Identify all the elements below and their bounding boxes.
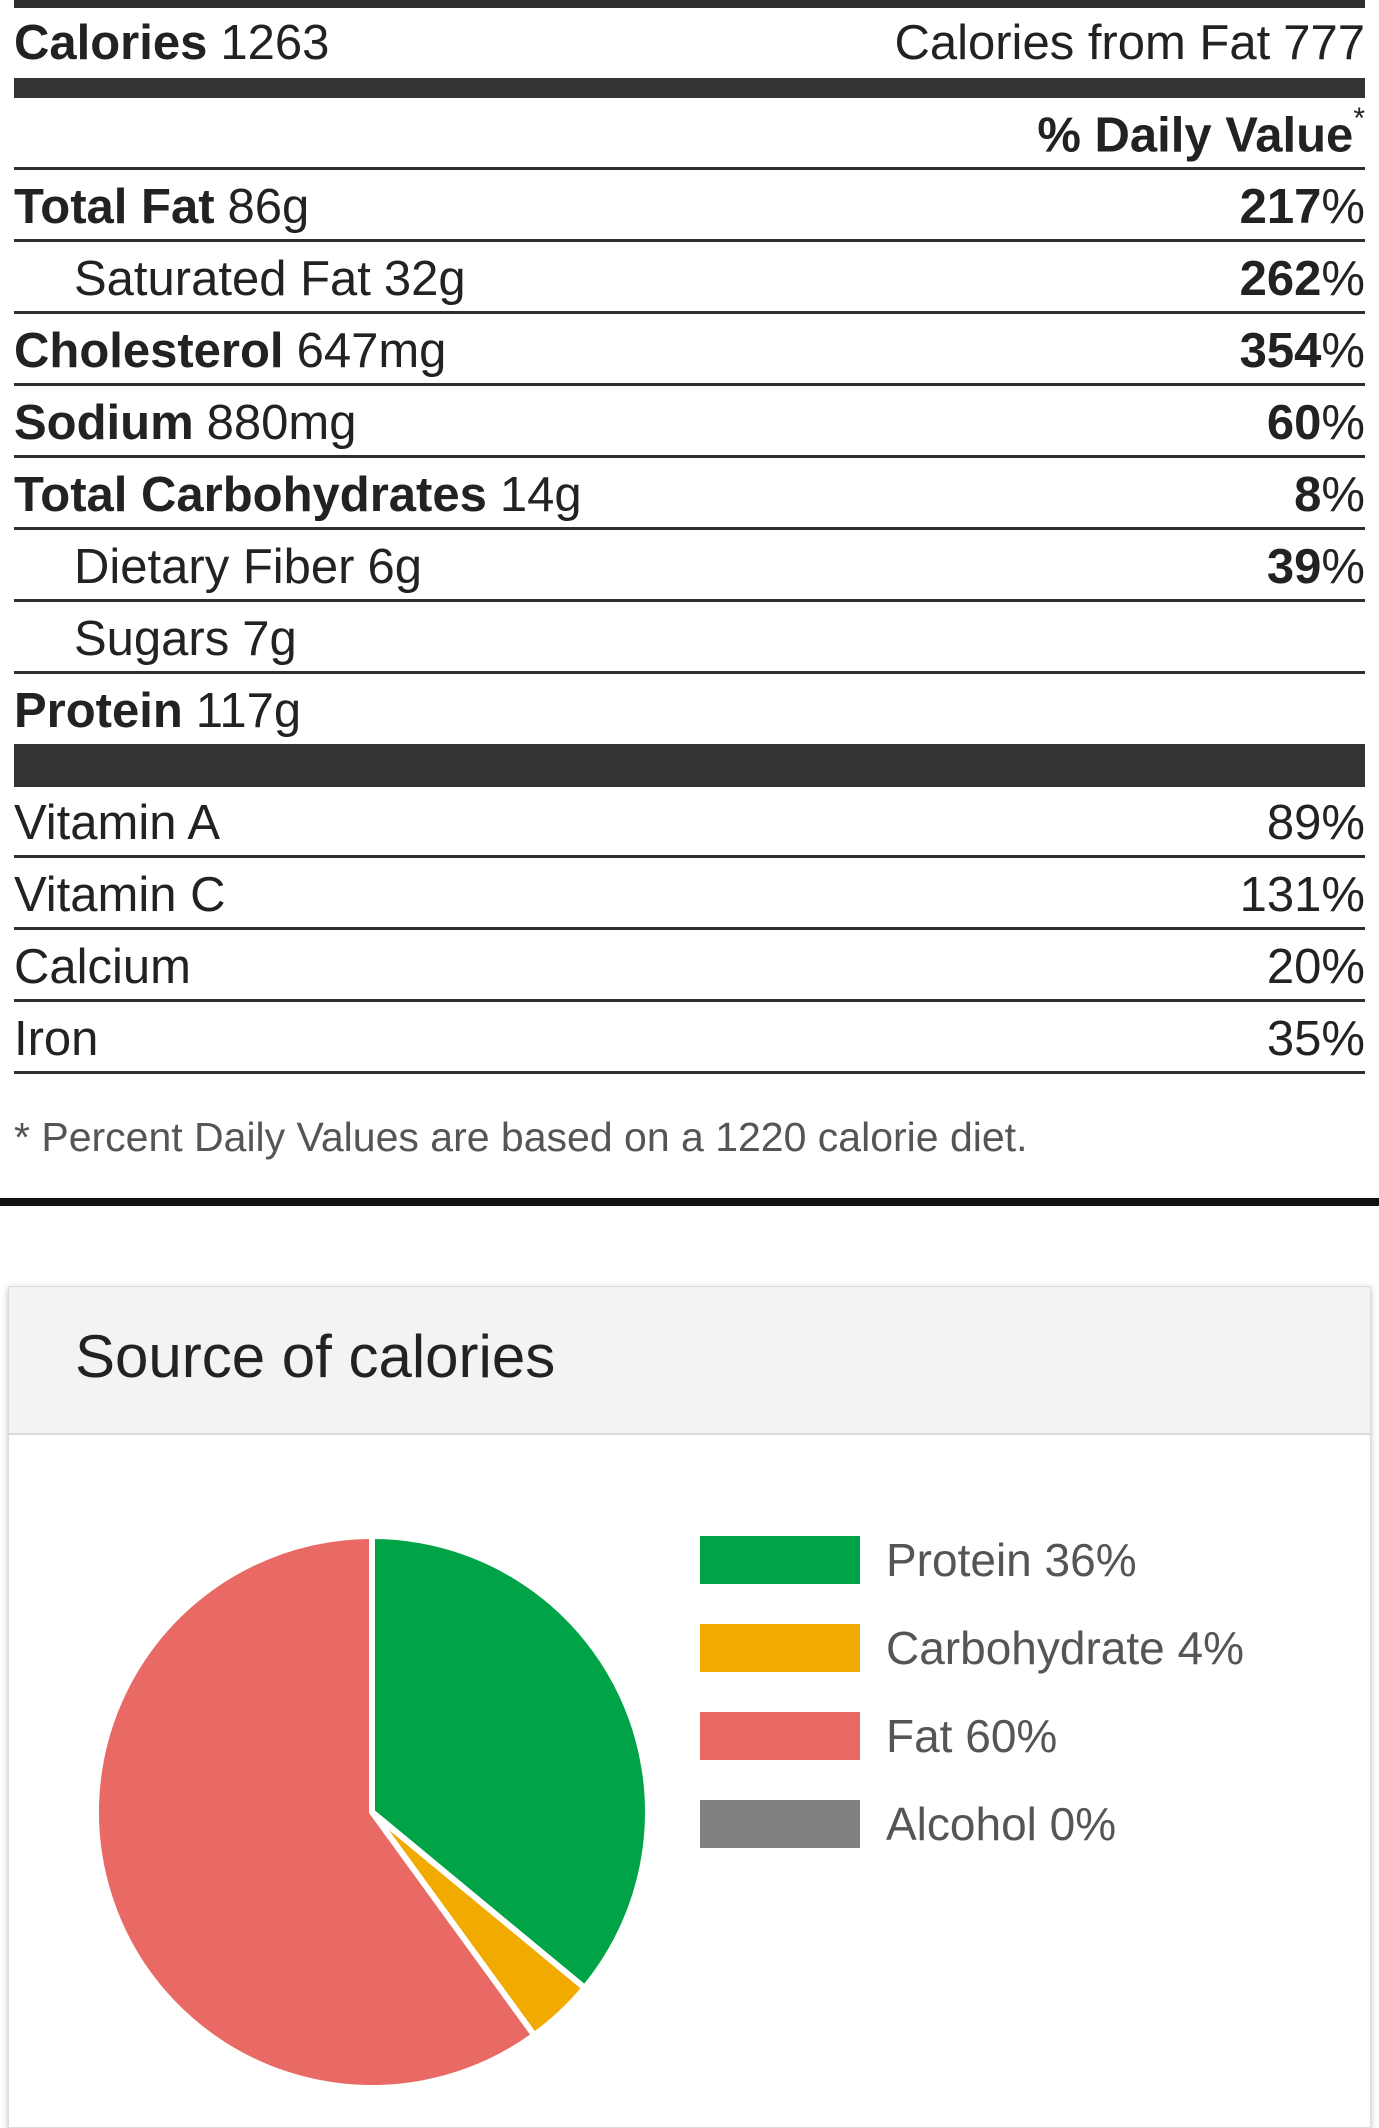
nutrient-row-protein: Protein 117g: [14, 686, 1365, 736]
vitamin-name: Vitamin A: [14, 796, 221, 850]
vitamin-row-calcium: Calcium 20%: [14, 942, 1365, 992]
legend-label: Fat 60%: [886, 1710, 1058, 1762]
nutrient-amount: 7g: [242, 612, 297, 666]
nutrient-row-total-carbohydrates: Total Carbohydrates 14g 8%: [14, 470, 1365, 520]
daily-value-text: % Daily Value: [1037, 108, 1354, 163]
nutrient-amount: 6g: [367, 540, 422, 594]
divider: [14, 855, 1365, 858]
pie-slice-fat: [93, 1533, 538, 2091]
divider: [14, 239, 1365, 242]
vitamin-name: Vitamin C: [14, 868, 226, 922]
nutrient-daily-value: 354: [1239, 324, 1322, 378]
daily-value-marker: *: [1353, 102, 1365, 135]
legend-label: Carbohydrate 4%: [886, 1622, 1244, 1674]
percent-sign: %: [1321, 468, 1365, 522]
card-header: Source of calories: [9, 1287, 1370, 1435]
nutrient-row-saturated-fat: Saturated Fat 32g 262%: [14, 254, 1365, 304]
nutrient-amount: 647mg: [296, 324, 447, 378]
calories-pie-chart: [93, 1533, 651, 2091]
nutrient-row-total-fat: Total Fat 86g 217%: [14, 182, 1365, 232]
divider: [14, 927, 1365, 930]
nutrient-amount: 32g: [383, 252, 466, 306]
nutrient-name: Total Fat: [14, 180, 215, 234]
divider: [14, 383, 1365, 386]
divider: [14, 999, 1365, 1002]
vitamin-row-iron: Iron 35%: [14, 1014, 1365, 1064]
nutrient-name: Sodium: [14, 396, 194, 450]
nutrient-name: Cholesterol: [14, 324, 284, 378]
top-rule: [14, 0, 1365, 8]
thick-divider: [14, 78, 1365, 98]
nutrient-amount: 880mg: [206, 396, 357, 450]
divider: [14, 599, 1365, 602]
vitamin-row-vitamin-c: Vitamin C 131%: [14, 870, 1365, 920]
vitamin-value: 131%: [1239, 868, 1365, 922]
calories-value: 1263: [220, 16, 330, 70]
nutrient-amount: 86g: [227, 180, 310, 234]
nutrient-amount: 14g: [499, 468, 582, 522]
thick-divider: [14, 744, 1365, 787]
legend-swatch: [700, 1624, 860, 1672]
nutrient-row-sugars: Sugars 7g: [14, 614, 1365, 664]
daily-value-header: % Daily Value*: [14, 104, 1365, 163]
legend-swatch: [700, 1712, 860, 1760]
section-divider: [0, 1198, 1379, 1206]
nutrient-row-dietary-fiber: Dietary Fiber 6g 39%: [14, 542, 1365, 592]
nutrient-name: Total Carbohydrates: [14, 468, 487, 522]
nutrient-daily-value: 8: [1294, 468, 1322, 522]
divider: [14, 167, 1365, 170]
nutrient-name: Dietary Fiber: [74, 540, 355, 594]
legend-label: Alcohol 0%: [886, 1798, 1117, 1850]
legend-label: Protein 36%: [886, 1534, 1137, 1586]
calories-row: Calories 1263 Calories from Fat 777: [14, 18, 1365, 68]
nutrient-name: Saturated Fat: [74, 252, 371, 306]
vitamin-row-vitamin-a: Vitamin A 89%: [14, 798, 1365, 848]
chart-legend: Protein 36% Carbohydrate 4% Fat 60% Alco…: [700, 1516, 1244, 1868]
daily-value-footnote: * Percent Daily Values are based on a 12…: [14, 1114, 1028, 1160]
nutrient-amount: 117g: [195, 684, 302, 738]
percent-sign: %: [1321, 252, 1365, 306]
nutrient-row-sodium: Sodium 880mg 60%: [14, 398, 1365, 448]
calories-label: Calories: [14, 16, 208, 70]
legend-item-carbohydrate: Carbohydrate 4%: [700, 1604, 1244, 1692]
vitamin-value: 20%: [1266, 940, 1365, 994]
vitamin-name: Iron: [14, 1012, 99, 1066]
legend-item-alcohol: Alcohol 0%: [700, 1780, 1244, 1868]
calories-from-fat-label: Calories from Fat: [894, 16, 1271, 70]
divider: [14, 671, 1365, 674]
calories-from-fat-value: 777: [1283, 16, 1365, 70]
nutrient-daily-value: 217: [1239, 180, 1322, 234]
divider: [14, 455, 1365, 458]
divider: [14, 1071, 1365, 1074]
percent-sign: %: [1321, 396, 1365, 450]
divider: [14, 311, 1365, 314]
legend-item-protein: Protein 36%: [700, 1516, 1244, 1604]
legend-swatch: [700, 1536, 860, 1584]
divider: [14, 527, 1365, 530]
percent-sign: %: [1321, 324, 1365, 378]
nutrient-name: Sugars: [74, 612, 230, 666]
percent-sign: %: [1321, 540, 1365, 594]
vitamin-value: 89%: [1266, 796, 1365, 850]
nutrient-row-cholesterol: Cholesterol 647mg 354%: [14, 326, 1365, 376]
nutrient-name: Protein: [14, 684, 183, 738]
vitamin-name: Calcium: [14, 940, 191, 994]
nutrient-daily-value: 39: [1266, 540, 1322, 594]
percent-sign: %: [1321, 180, 1365, 234]
nutrient-daily-value: 262: [1239, 252, 1322, 306]
nutrient-daily-value: 60: [1266, 396, 1322, 450]
legend-swatch: [700, 1800, 860, 1848]
legend-item-fat: Fat 60%: [700, 1692, 1244, 1780]
card-title: Source of calories: [75, 1323, 556, 1390]
pie-slice-protein: [369, 1533, 651, 1991]
vitamin-value: 35%: [1266, 1012, 1365, 1066]
